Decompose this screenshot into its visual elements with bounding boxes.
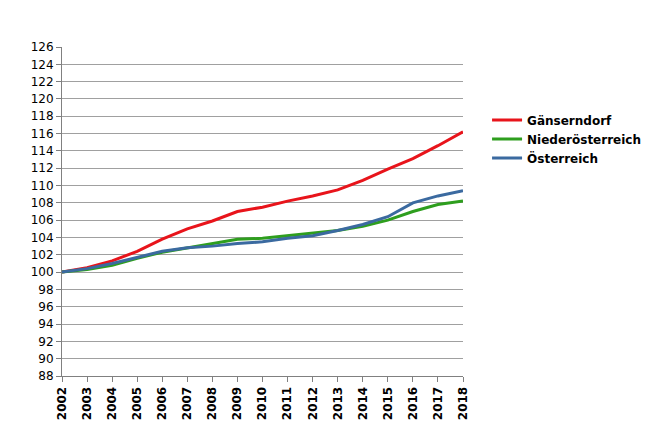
svg-text:2002: 2002 <box>55 387 69 420</box>
svg-text:102: 102 <box>31 248 54 262</box>
svg-text:94: 94 <box>38 317 53 331</box>
svg-text:Niederösterreich: Niederösterreich <box>527 133 641 147</box>
svg-text:122: 122 <box>31 75 54 89</box>
svg-text:2013: 2013 <box>331 387 345 420</box>
svg-text:100: 100 <box>31 265 54 279</box>
svg-text:126: 126 <box>31 40 54 54</box>
svg-text:114: 114 <box>31 144 54 158</box>
svg-text:124: 124 <box>31 58 54 72</box>
svg-text:2007: 2007 <box>180 387 194 420</box>
svg-text:118: 118 <box>31 109 54 123</box>
svg-text:2005: 2005 <box>130 387 144 420</box>
svg-text:106: 106 <box>31 213 54 227</box>
svg-text:Gänserndorf: Gänserndorf <box>527 114 612 128</box>
svg-text:112: 112 <box>31 161 54 175</box>
svg-text:Österreich: Österreich <box>527 151 598 166</box>
svg-text:2016: 2016 <box>406 387 420 420</box>
svg-text:88: 88 <box>38 369 53 383</box>
svg-text:104: 104 <box>31 231 54 245</box>
svg-text:2006: 2006 <box>155 387 169 420</box>
svg-text:108: 108 <box>31 196 54 210</box>
svg-text:92: 92 <box>38 335 53 349</box>
svg-text:2004: 2004 <box>105 387 119 420</box>
svg-text:2015: 2015 <box>381 387 395 420</box>
svg-text:96: 96 <box>38 300 53 314</box>
svg-text:2003: 2003 <box>80 387 94 420</box>
svg-text:120: 120 <box>31 92 54 106</box>
svg-text:2008: 2008 <box>205 387 219 420</box>
svg-text:2014: 2014 <box>356 387 370 420</box>
svg-text:2010: 2010 <box>255 387 269 420</box>
svg-text:2009: 2009 <box>230 387 244 420</box>
svg-text:98: 98 <box>38 283 53 297</box>
svg-text:2017: 2017 <box>431 387 445 420</box>
svg-text:2018: 2018 <box>456 387 470 420</box>
svg-text:2012: 2012 <box>306 387 320 420</box>
svg-text:110: 110 <box>31 179 54 193</box>
svg-text:90: 90 <box>38 352 53 366</box>
svg-text:2011: 2011 <box>280 387 294 420</box>
svg-text:116: 116 <box>31 127 54 141</box>
